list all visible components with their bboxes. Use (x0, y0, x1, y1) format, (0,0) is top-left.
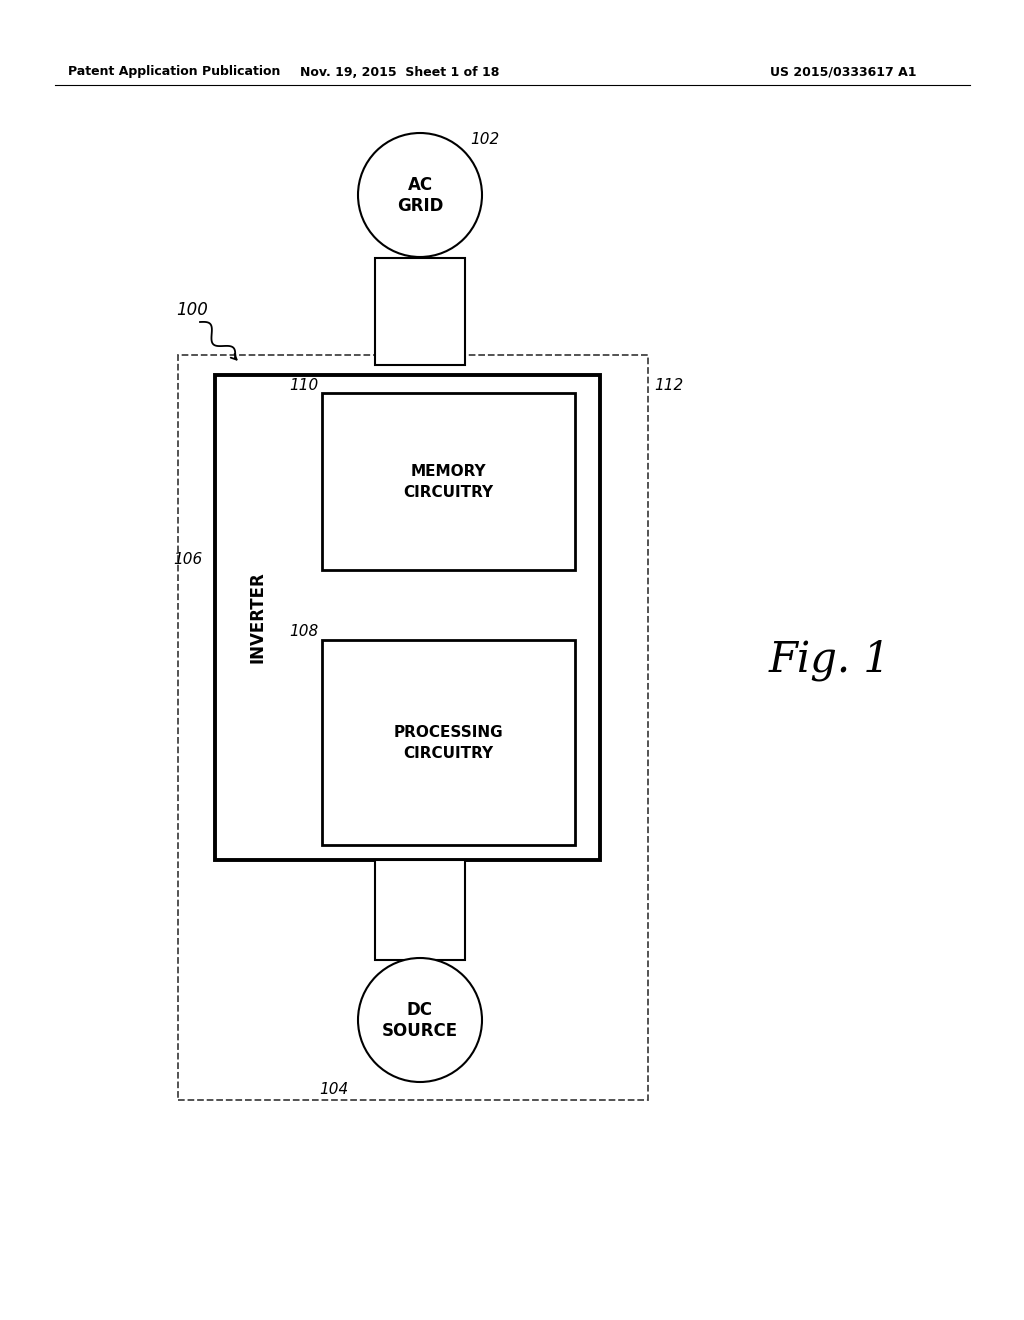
Bar (375, 257, 465, 366)
Bar (178, 355, 648, 1100)
Text: 104: 104 (318, 1082, 348, 1097)
Text: DC: DC (407, 1001, 433, 1019)
Text: 112: 112 (654, 378, 683, 392)
Text: 100: 100 (176, 301, 208, 319)
Text: 108: 108 (289, 624, 318, 639)
Text: CIRCUITRY: CIRCUITRY (403, 484, 494, 500)
Circle shape (358, 958, 482, 1082)
Text: AC: AC (408, 176, 432, 194)
Text: SOURCE: SOURCE (382, 1022, 458, 1040)
Text: CIRCUITRY: CIRCUITRY (403, 746, 494, 762)
Text: PROCESSING: PROCESSING (393, 725, 504, 741)
Text: Nov. 19, 2015  Sheet 1 of 18: Nov. 19, 2015 Sheet 1 of 18 (300, 66, 500, 78)
Text: 106: 106 (174, 553, 203, 568)
Text: MEMORY: MEMORY (411, 465, 486, 479)
Bar (322, 640, 575, 845)
Text: INVERTER: INVERTER (248, 572, 266, 664)
Circle shape (358, 133, 482, 257)
Bar (322, 393, 575, 570)
Text: Fig. 1: Fig. 1 (769, 639, 891, 681)
Text: 110: 110 (289, 378, 318, 392)
Bar (215, 375, 600, 861)
Bar (375, 861, 465, 960)
Text: Patent Application Publication: Patent Application Publication (68, 66, 281, 78)
Text: US 2015/0333617 A1: US 2015/0333617 A1 (770, 66, 916, 78)
Text: GRID: GRID (397, 197, 443, 215)
Text: 102: 102 (470, 132, 500, 148)
